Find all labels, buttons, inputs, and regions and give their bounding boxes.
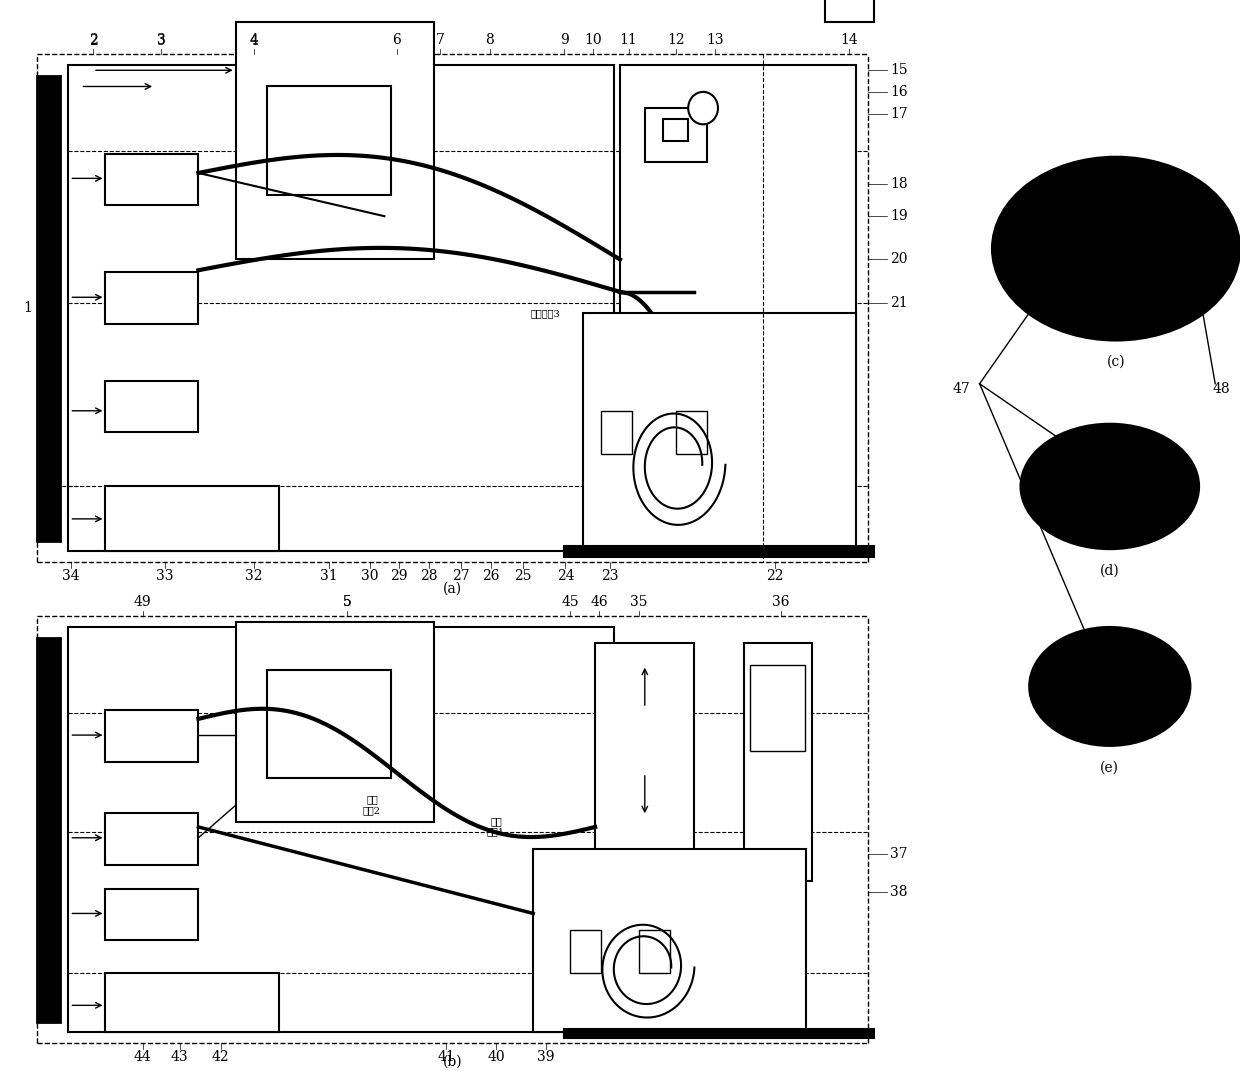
Bar [744, 643, 812, 881]
Text: 48: 48 [1213, 383, 1230, 396]
Text: 37: 37 [890, 848, 908, 860]
Text: 4: 4 [249, 34, 259, 46]
Text: 3: 3 [156, 34, 166, 46]
Text: 5: 5 [342, 596, 352, 609]
Bar [105, 486, 279, 551]
Text: 29: 29 [391, 570, 408, 583]
Text: 26: 26 [482, 570, 500, 583]
Text: 21: 21 [890, 296, 908, 309]
Bar [825, 0, 874, 22]
Bar [583, 313, 856, 551]
Bar [68, 65, 614, 551]
Bar [267, 86, 391, 195]
Text: 18: 18 [890, 177, 908, 190]
Bar [267, 670, 391, 778]
Bar [570, 930, 601, 973]
Ellipse shape [1029, 627, 1190, 746]
Bar [105, 272, 198, 324]
Bar [37, 76, 60, 540]
Text: 39: 39 [537, 1051, 554, 1064]
Text: 光纤剖面3: 光纤剖面3 [531, 309, 560, 318]
Text: 24: 24 [557, 570, 574, 583]
Bar [676, 411, 707, 454]
Text: 27: 27 [453, 570, 470, 583]
Text: 17: 17 [890, 107, 908, 120]
Bar [105, 710, 198, 762]
Bar [564, 1029, 874, 1038]
Bar [564, 546, 874, 557]
Text: 12: 12 [667, 34, 684, 46]
Bar [68, 627, 614, 1032]
Bar [663, 119, 688, 141]
Text: 23: 23 [601, 570, 619, 583]
Bar [639, 930, 670, 973]
Bar [236, 622, 434, 822]
Bar [105, 813, 198, 865]
Text: 光纤
剖面1: 光纤 剖面1 [487, 817, 505, 837]
Text: 31: 31 [320, 570, 337, 583]
Ellipse shape [1021, 424, 1199, 549]
Bar [645, 108, 707, 162]
Text: 9: 9 [559, 34, 569, 46]
Bar [601, 411, 632, 454]
Bar [105, 381, 198, 432]
Text: 25: 25 [515, 570, 532, 583]
Text: (a): (a) [443, 583, 463, 596]
Text: 6: 6 [392, 34, 402, 46]
Text: 44: 44 [134, 1051, 151, 1064]
Text: 28: 28 [420, 570, 438, 583]
Text: 10: 10 [584, 34, 601, 46]
Text: 2: 2 [88, 34, 98, 46]
Text: 15: 15 [890, 64, 908, 77]
Text: 1: 1 [22, 302, 32, 315]
Text: 14: 14 [841, 34, 858, 46]
Bar [533, 849, 806, 1032]
Text: 20: 20 [890, 253, 908, 266]
Text: (c): (c) [1106, 356, 1126, 369]
Text: (d): (d) [1100, 564, 1120, 577]
Text: 38: 38 [890, 885, 908, 898]
Bar [105, 889, 198, 940]
Bar [595, 643, 694, 978]
Text: 19: 19 [890, 210, 908, 223]
Text: 45: 45 [562, 596, 579, 609]
Text: 47: 47 [952, 383, 970, 396]
Text: 30: 30 [361, 570, 378, 583]
Bar [750, 665, 805, 751]
Text: 32: 32 [246, 570, 263, 583]
Text: (e): (e) [1100, 761, 1120, 774]
Text: 13: 13 [707, 34, 724, 46]
Ellipse shape [688, 92, 718, 124]
Bar [105, 154, 198, 205]
Bar [620, 65, 856, 476]
Text: 11: 11 [620, 34, 637, 46]
Text: 5: 5 [342, 596, 352, 609]
Text: 34: 34 [62, 570, 79, 583]
Text: 3: 3 [156, 35, 166, 48]
Text: 7: 7 [435, 34, 445, 46]
Text: 43: 43 [171, 1051, 188, 1064]
Text: 46: 46 [590, 596, 608, 609]
Text: 2: 2 [88, 35, 98, 48]
Text: 40: 40 [487, 1051, 505, 1064]
Text: 42: 42 [212, 1051, 229, 1064]
Text: 41: 41 [438, 1051, 455, 1064]
Bar [105, 973, 279, 1032]
Text: 49: 49 [134, 596, 151, 609]
Text: 4: 4 [249, 35, 259, 48]
Text: 16: 16 [890, 85, 908, 98]
Bar [37, 638, 60, 1022]
Ellipse shape [992, 157, 1240, 341]
Text: (b): (b) [443, 1055, 463, 1068]
Text: 33: 33 [156, 570, 174, 583]
Text: 光纤
剖面2: 光纤 剖面2 [363, 796, 381, 815]
Text: 36: 36 [773, 596, 790, 609]
Bar [236, 22, 434, 259]
Text: 22: 22 [766, 570, 784, 583]
Text: 35: 35 [630, 596, 647, 609]
Text: 8: 8 [485, 34, 495, 46]
